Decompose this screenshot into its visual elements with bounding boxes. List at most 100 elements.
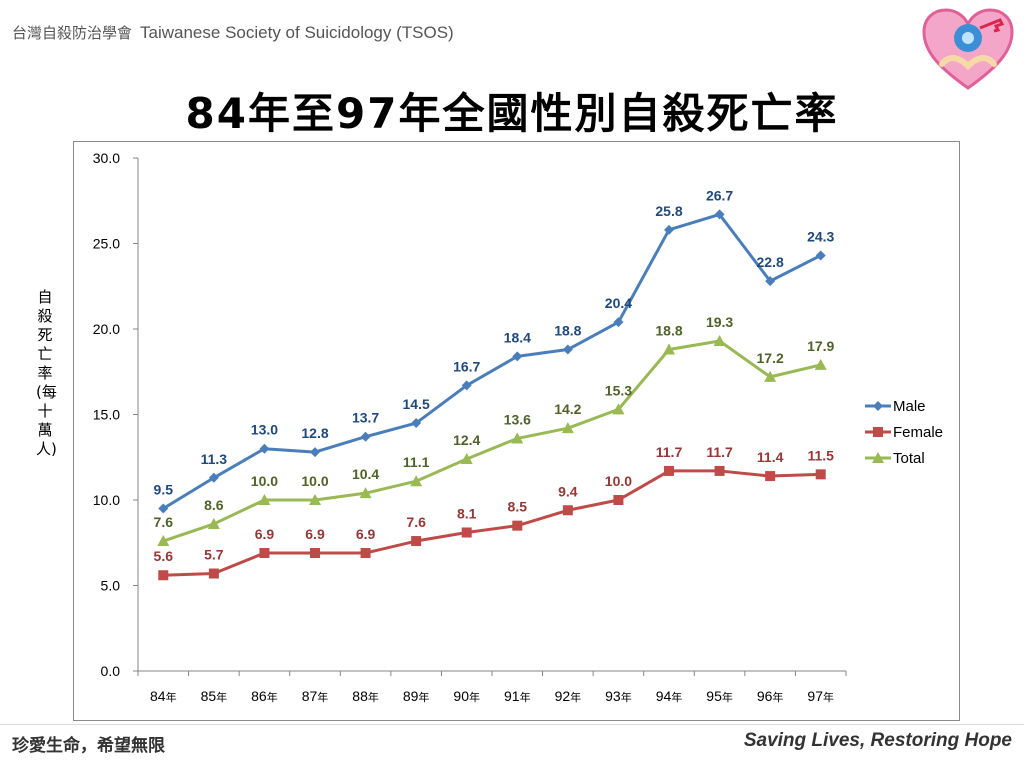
data-point-total [460,452,473,464]
data-point-total [258,494,271,505]
slide-title: 84年至97年全國性別自殺死亡率 [185,89,839,138]
data-label-total: 19.3 [706,314,733,330]
data-label-total: 10.4 [352,466,379,482]
data-point-male [815,250,826,261]
data-label-male: 13.7 [352,410,379,426]
x-tick-label: 96年 [757,688,784,704]
x-tick-label: 88年 [352,688,379,704]
data-label-female: 9.4 [558,483,578,499]
data-point-total [814,358,827,370]
legend-label-female: Female [893,424,943,441]
data-point-female [310,548,320,559]
series-total: 7.6 8.6 10.0 10.0 10.4 11.1 12.4 13.6 14.2 15.3 18… [154,314,835,547]
data-point-male [562,344,573,355]
data-label-female: 6.9 [255,526,275,542]
series-female: 5.6 5.7 6.9 6.9 6.9 7.6 8.1 8.5 9.4 10.0 11.7 11.7 1… [154,444,834,581]
data-point-female [815,469,826,480]
data-point-total [561,422,574,434]
data-label-female: 5.7 [204,547,224,563]
data-point-male [664,224,674,235]
legend-label-total: Total [893,450,925,467]
data-point-female [714,465,725,476]
data-point-male [158,503,169,514]
x-tick-label: 86年 [251,688,278,704]
x-tick-label: 85年 [201,688,228,704]
data-label-male: 11.3 [201,451,228,467]
org-name-english: Taiwanese Society of Suicidology (TSOS) [140,23,454,42]
data-label-total: 12.4 [453,432,480,448]
data-label-female: 11.7 [656,444,683,460]
y-tick-label: 0.0 [101,663,121,679]
data-label-male: 9.5 [154,482,174,498]
legend-marker-total [872,452,884,463]
x-tick-label: 97年 [807,688,834,704]
data-label-female: 5.6 [154,548,174,564]
x-tick-label: 87年 [302,688,329,704]
y-axis-label: 自殺死亡率(每十萬人) [36,288,57,458]
data-point-total [157,535,170,547]
data-label-total: 13.6 [504,411,531,427]
data-point-female [360,548,371,559]
data-point-female [411,536,422,547]
data-label-male: 18.4 [504,329,531,345]
data-label-total: 10.0 [251,473,278,489]
data-label-male: 16.7 [453,358,480,374]
data-point-total [713,334,726,346]
data-point-male [765,276,776,287]
y-tick-label: 20.0 [93,321,120,337]
legend-label-male: Male [893,398,926,415]
data-point-female [208,568,219,579]
data-point-total [410,475,423,487]
x-tick-label: 95年 [706,688,733,704]
data-point-female [613,495,624,505]
data-point-female [461,527,472,538]
data-label-male: 14.5 [403,396,430,412]
data-label-total: 7.6 [154,514,174,530]
data-point-female [765,471,776,482]
data-label-female: 7.6 [406,514,426,530]
data-point-total [764,370,777,382]
y-tick-label: 10.0 [93,492,120,508]
data-point-male [208,472,219,483]
legend: Male Female Total [865,398,943,467]
data-label-female: 6.9 [305,526,325,542]
data-label-total: 11.1 [403,454,430,470]
data-label-total: 8.6 [204,497,224,513]
data-label-female: 8.1 [457,505,477,521]
footer-slogan-english: Saving Lives, Restoring Hope [743,730,1012,751]
data-label-total: 17.2 [757,350,784,366]
org-name-chinese: 台灣自殺防治學會 [12,24,133,42]
data-point-total [207,517,220,529]
data-point-total [359,487,372,499]
legend-marker-male [873,401,883,411]
data-point-female [512,520,523,531]
data-label-male: 22.8 [757,254,784,270]
x-tick-label: 94年 [656,688,683,704]
footer-divider [0,724,1024,725]
data-point-male [360,431,371,442]
data-label-total: 10.0 [301,473,328,489]
data-label-total: 15.3 [605,382,632,398]
data-point-female [158,570,169,581]
legend-marker-female [873,427,883,437]
data-label-female: 6.9 [356,526,376,542]
series-line-total [162,339,822,543]
data-label-female: 11.4 [757,449,784,465]
data-label-male: 25.8 [655,203,682,219]
data-point-female [562,505,573,516]
data-label-female: 11.5 [807,447,834,463]
data-label-total: 17.9 [807,338,834,354]
footer-slogan-chinese: 珍愛生命，希望無限 [12,736,165,756]
data-label-male: 20.4 [605,295,632,311]
org-header: 台灣自殺防治學會 Taiwanese Society of Suicidology… [12,22,454,43]
x-tick-label: 90年 [453,688,480,704]
data-label-female: 8.5 [508,499,528,515]
x-tick-label: 92年 [555,688,582,704]
x-tick-label: 84年 [150,688,177,704]
data-label-total: 18.8 [655,323,682,339]
data-point-male [714,209,725,220]
series-line-male [162,212,822,510]
data-point-male [461,380,472,391]
y-tick-label: 25.0 [93,236,120,252]
